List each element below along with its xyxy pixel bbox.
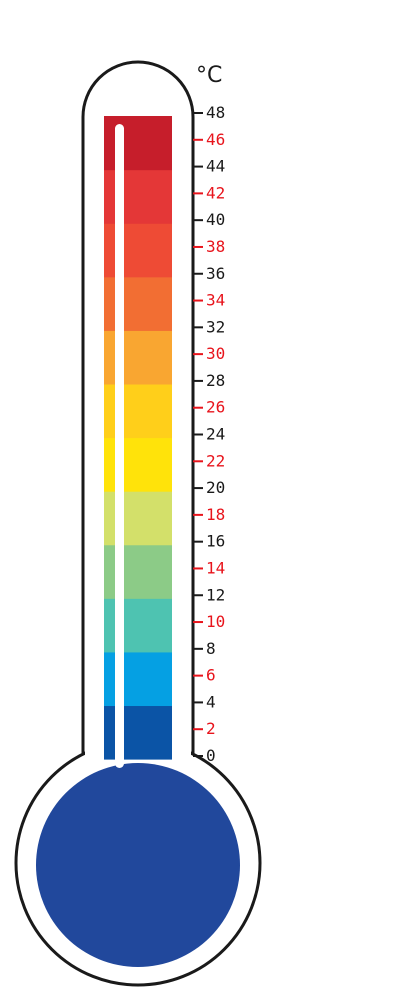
color-band	[104, 705, 172, 760]
tick-label: 38	[206, 237, 225, 256]
tick-label: 18	[206, 505, 225, 524]
tick-label: 16	[206, 532, 225, 551]
bulb	[36, 763, 240, 967]
tick-label: 4	[206, 692, 216, 711]
tick-label: 36	[206, 264, 225, 283]
tick-label: 46	[206, 130, 225, 149]
tick-label: 2	[206, 719, 216, 738]
tick-label: 8	[206, 639, 216, 658]
color-band	[104, 116, 172, 171]
tick-label: 6	[206, 666, 216, 685]
color-band	[104, 651, 172, 707]
color-band	[104, 223, 172, 278]
color-band	[104, 330, 172, 385]
color-band	[104, 276, 172, 331]
tick-label: 32	[206, 317, 225, 336]
tick-label: 24	[206, 425, 225, 444]
tick-label: 34	[206, 291, 225, 310]
tick-label: 12	[206, 585, 225, 604]
tick-label: 48	[206, 103, 225, 122]
color-band	[104, 437, 172, 492]
tick-label: 30	[206, 344, 225, 363]
tick-label: 20	[206, 478, 225, 497]
mercury-column	[115, 124, 124, 768]
tick-label: 22	[206, 451, 225, 470]
color-band	[104, 544, 172, 599]
tick-label: 14	[206, 558, 225, 577]
tick-label: 26	[206, 398, 225, 417]
tick-label: 40	[206, 210, 225, 229]
tick-label: 28	[206, 371, 225, 390]
tick-label: 44	[206, 157, 225, 176]
color-band	[104, 491, 172, 546]
tick-label: 0	[206, 746, 216, 765]
color-band	[104, 383, 172, 439]
tick-label: 42	[206, 183, 225, 202]
color-band	[104, 169, 172, 224]
scale-ticks: 4846444240383634323028262422201816141210…	[193, 103, 225, 765]
color-band	[104, 598, 172, 653]
unit-label: °C	[196, 63, 222, 88]
tick-label: 10	[206, 612, 225, 631]
color-scale	[104, 116, 172, 760]
